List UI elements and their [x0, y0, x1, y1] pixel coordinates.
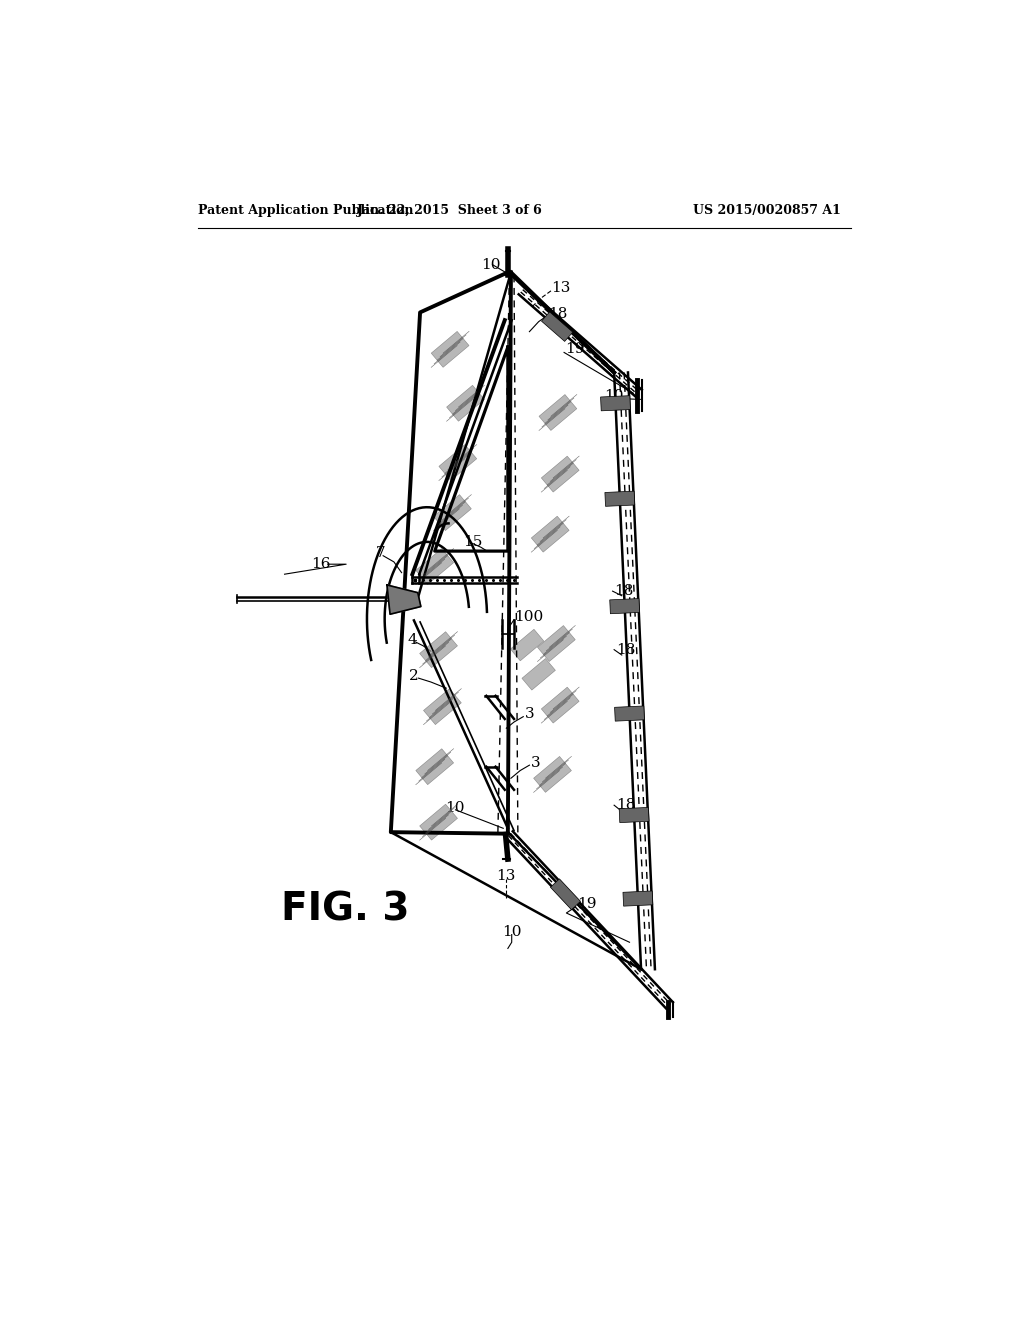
Polygon shape — [424, 689, 462, 725]
Text: 10: 10 — [502, 925, 521, 940]
Text: FIG. 3: FIG. 3 — [281, 890, 410, 928]
Text: 19: 19 — [578, 896, 597, 911]
Text: 16: 16 — [311, 557, 331, 572]
Polygon shape — [623, 891, 653, 906]
Polygon shape — [539, 395, 577, 430]
Text: 15: 15 — [463, 535, 482, 549]
Polygon shape — [551, 879, 581, 909]
Polygon shape — [542, 688, 580, 723]
Text: 13: 13 — [497, 869, 516, 883]
Text: 4: 4 — [408, 632, 418, 647]
Text: 10: 10 — [604, 388, 624, 403]
Polygon shape — [620, 808, 649, 822]
Polygon shape — [542, 312, 572, 342]
Polygon shape — [538, 626, 575, 661]
Text: 100: 100 — [514, 610, 544, 624]
Text: 7: 7 — [376, 546, 385, 561]
Polygon shape — [416, 748, 454, 784]
Polygon shape — [534, 756, 571, 792]
Text: 3: 3 — [531, 756, 541, 770]
Polygon shape — [609, 598, 640, 614]
Text: US 2015/0020857 A1: US 2015/0020857 A1 — [692, 205, 841, 218]
Text: 18: 18 — [615, 643, 635, 656]
Text: 13: 13 — [551, 281, 570, 294]
Text: 19: 19 — [565, 342, 585, 356]
Polygon shape — [614, 706, 644, 721]
Polygon shape — [605, 491, 635, 507]
Text: 10: 10 — [444, 800, 464, 814]
Polygon shape — [601, 396, 631, 411]
Text: 10: 10 — [481, 257, 501, 272]
Polygon shape — [387, 585, 421, 614]
Polygon shape — [416, 549, 454, 585]
Polygon shape — [542, 457, 580, 492]
Polygon shape — [420, 632, 458, 668]
Text: Jan. 22, 2015  Sheet 3 of 6: Jan. 22, 2015 Sheet 3 of 6 — [357, 205, 543, 218]
Polygon shape — [431, 331, 469, 367]
Polygon shape — [446, 385, 484, 421]
Polygon shape — [522, 659, 555, 690]
Text: 3: 3 — [524, 708, 535, 721]
Text: 2: 2 — [410, 669, 419, 682]
Polygon shape — [439, 445, 477, 480]
Polygon shape — [420, 804, 458, 840]
Text: 18: 18 — [614, 585, 634, 598]
Text: 18: 18 — [548, 308, 567, 321]
Polygon shape — [531, 516, 569, 552]
Text: Patent Application Publication: Patent Application Publication — [199, 205, 414, 218]
Polygon shape — [510, 630, 544, 661]
Text: 18: 18 — [615, 799, 635, 812]
Polygon shape — [433, 495, 471, 531]
